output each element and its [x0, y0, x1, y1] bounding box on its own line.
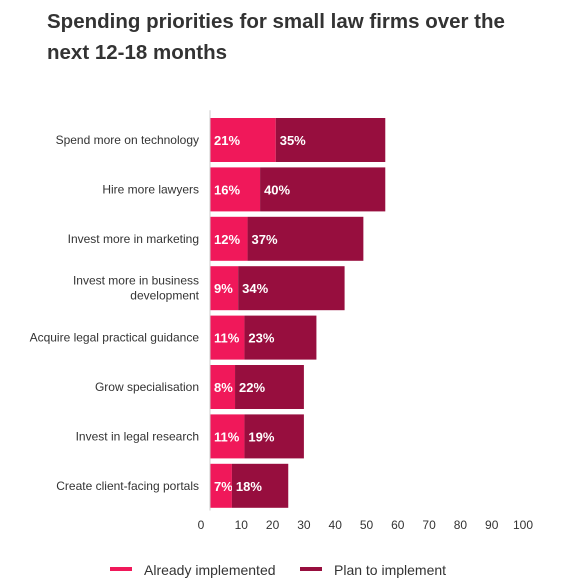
bar-already-implemented: [210, 365, 236, 409]
x-tick-label: 40: [329, 518, 343, 532]
legend: Already implemented Plan to implement: [110, 562, 446, 578]
bar-already-implemented: [210, 463, 232, 508]
bar-already-implemented: [210, 216, 248, 261]
data-label: 11%: [214, 331, 240, 346]
legend-swatch: [110, 567, 132, 571]
x-tick-label: 20: [266, 518, 280, 532]
data-label: 18%: [236, 479, 262, 494]
x-tick-label: 100: [513, 518, 533, 532]
bar-already-implemented: [210, 167, 261, 212]
x-tick-label: 30: [297, 518, 311, 532]
bar-already-implemented: [210, 266, 239, 311]
data-label: 11%: [214, 429, 240, 444]
category-label: Invest more in marketing: [68, 232, 199, 246]
x-tick-label: 80: [454, 518, 468, 532]
data-label: 22%: [239, 380, 265, 395]
bar-plan-to-implement: [238, 266, 345, 311]
bar-plan-to-implement: [275, 118, 386, 162]
data-label: 12%: [214, 232, 240, 247]
x-tick-label: 70: [422, 518, 436, 532]
bar-plan-to-implement: [244, 315, 317, 360]
category-label: Grow specialisation: [95, 380, 199, 394]
data-label: 23%: [248, 331, 274, 346]
bars: 21% 35% 16% 40% 12% 37% 9% 34% 11% 23% 8% 22% 11% 19%…: [210, 118, 386, 508]
bar-plan-to-implement: [247, 216, 364, 261]
data-label: 40%: [264, 182, 290, 197]
bar-already-implemented: [210, 414, 245, 459]
category-label: Create client-facing portals: [56, 479, 199, 493]
bar-plan-to-implement: [235, 365, 304, 409]
x-tick-label: 90: [485, 518, 499, 532]
data-label: 19%: [248, 429, 274, 444]
bar-plan-to-implement: [244, 414, 304, 459]
category-label: Spend more on technology: [56, 133, 199, 147]
x-tick-label: 10: [235, 518, 249, 532]
bar-already-implemented: [210, 315, 245, 360]
data-label: 8%: [214, 380, 233, 395]
x-tick-label: 60: [391, 518, 405, 532]
x-axis-ticks: 0 10 20 30 40 50 60 70 80 90 100: [198, 518, 534, 532]
data-label: 21%: [214, 133, 240, 148]
x-tick-label: 50: [360, 518, 374, 532]
legend-swatch: [300, 567, 322, 571]
bar-already-implemented: [210, 118, 276, 162]
data-label: 37%: [252, 232, 278, 247]
data-label: 35%: [280, 133, 306, 148]
legend-label: Plan to implement: [334, 562, 446, 578]
data-label: 16%: [214, 182, 240, 197]
chart-title: Spending priorities for small law firms …: [47, 10, 505, 64]
data-label: 7%: [214, 479, 233, 494]
category-labels: Spend more on technology Hire more lawyer…: [30, 133, 200, 493]
category-label: Invest in legal research: [76, 429, 199, 443]
x-tick-label: 0: [198, 518, 205, 532]
data-label: 9%: [214, 281, 233, 296]
category-label: Acquire legal practical guidance: [30, 331, 200, 345]
data-label: 34%: [242, 281, 268, 296]
category-label: Invest more in business development: [73, 274, 200, 303]
bar-plan-to-implement: [231, 463, 289, 508]
bar-plan-to-implement: [260, 167, 386, 212]
category-label: Hire more lawyers: [102, 182, 199, 196]
legend-label: Already implemented: [144, 562, 276, 578]
